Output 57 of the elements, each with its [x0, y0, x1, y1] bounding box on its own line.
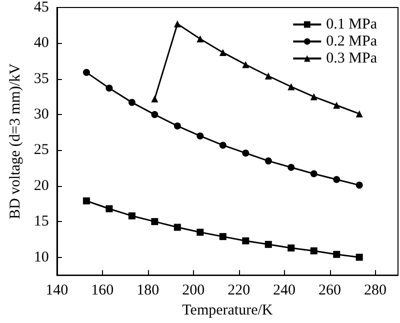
x-axis-title: Temperature/K	[182, 302, 273, 318]
y-tick-label: 35	[34, 70, 49, 87]
point	[356, 182, 363, 189]
point	[151, 95, 158, 102]
point	[288, 83, 295, 90]
point	[196, 35, 204, 42]
point	[128, 98, 136, 106]
point	[151, 218, 158, 226]
point	[333, 250, 340, 258]
point	[128, 212, 136, 220]
y-axis-title: BD voltage (d=3 mm)/kV	[8, 63, 24, 220]
x-tick-label: 240	[273, 282, 296, 299]
x-tick-label: 220	[228, 282, 250, 299]
point	[333, 176, 340, 183]
legend-label: 0.1 MPa	[326, 16, 378, 32]
x-tick-label: 260	[318, 282, 342, 299]
x-tick-label: 200	[182, 282, 205, 299]
point	[174, 122, 181, 130]
point	[219, 142, 226, 149]
point	[264, 240, 272, 248]
point	[310, 247, 318, 254]
legend-label: 0.2 MPa	[326, 34, 378, 50]
point	[288, 244, 295, 252]
point	[196, 228, 204, 236]
y-tick-label: 30	[34, 106, 49, 123]
point	[356, 110, 363, 118]
point	[356, 254, 363, 261]
point	[264, 157, 272, 164]
point	[242, 150, 250, 157]
point	[106, 205, 113, 212]
y-tick-label: 40	[34, 35, 49, 52]
point	[333, 102, 340, 109]
point	[310, 170, 318, 178]
x-tick-label: 160	[91, 282, 114, 299]
point	[82, 68, 90, 76]
y-tick-label: 45	[34, 0, 49, 16]
x-tick-label: 140	[46, 282, 68, 299]
point	[219, 233, 226, 240]
point	[106, 84, 113, 92]
point	[196, 132, 204, 140]
point	[288, 164, 295, 171]
legend-label: 0.3 MPa	[326, 50, 378, 66]
point	[242, 237, 250, 244]
x-tick-label: 180	[136, 282, 160, 299]
point	[151, 111, 158, 118]
point	[174, 20, 181, 28]
point	[82, 197, 90, 204]
y-tick-label: 25	[34, 142, 49, 158]
y-tick-label: 15	[34, 214, 49, 230]
point	[219, 48, 226, 56]
point	[242, 61, 250, 68]
point	[310, 93, 318, 100]
point	[264, 72, 272, 80]
y-tick-label: 10	[34, 249, 49, 266]
point	[174, 224, 181, 231]
x-tick-label: 280	[364, 282, 387, 299]
y-tick-label: 20	[34, 178, 49, 194]
